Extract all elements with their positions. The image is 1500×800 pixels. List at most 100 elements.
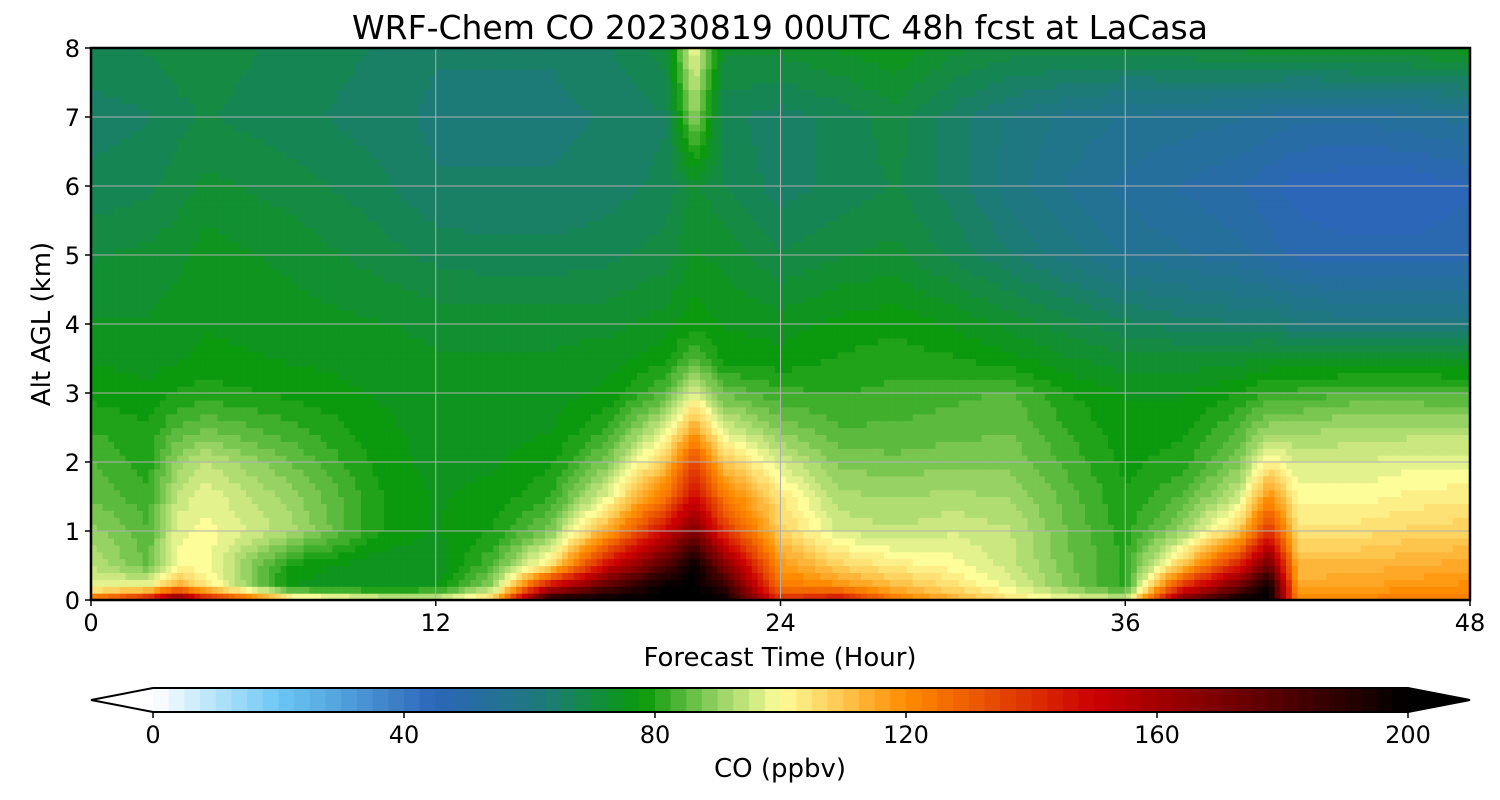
heatmap-cell [389,475,397,484]
heatmap-cell [970,551,977,560]
heatmap-cell [349,489,356,498]
heatmap-cell [452,565,460,573]
heatmap-cell [475,489,483,498]
heatmap-cell [608,565,615,573]
heatmap-cell [642,551,649,560]
heatmap-cell [878,531,885,539]
heatmap-cell [1378,489,1385,498]
heatmap-cell [642,558,649,567]
heatmap-cell [142,475,150,484]
heatmap-cell [832,482,839,491]
heatmap-cell [981,565,988,573]
heatmap-cell [849,537,856,546]
heatmap-cell [407,517,414,525]
heatmap-cell [269,544,276,553]
heatmap-cell [1372,537,1379,546]
heatmap-cell [579,517,586,525]
heatmap-cell [837,565,845,573]
heatmap-cell [1194,462,1201,470]
heatmap-cell [165,482,173,491]
heatmap-cell [292,496,299,504]
heatmap-cell [1355,489,1362,498]
heatmap-cell [1240,489,1247,498]
heatmap-cell [636,489,644,498]
heatmap-cell [372,551,379,560]
heatmap-cell [1136,531,1144,539]
heatmap-cell [1320,482,1327,491]
heatmap-cell [585,565,592,573]
heatmap-cell [1337,510,1345,518]
heatmap-cell [1153,531,1161,539]
heatmap-cell [521,544,529,553]
heatmap-cell [171,475,178,484]
heatmap-cell [1360,572,1368,580]
heatmap-cell [1395,510,1402,518]
heatmap-cell [682,468,690,477]
heatmap-cell [763,489,770,498]
heatmap-cell [843,510,851,518]
heatmap-cell [740,462,747,470]
heatmap-cell [993,531,1000,539]
heatmap-cell [1349,524,1356,532]
heatmap-cell [1102,579,1109,587]
heatmap-cell [412,558,420,567]
heatmap-cell [1314,565,1322,573]
heatmap-cell [906,468,914,477]
heatmap-cell [740,551,747,560]
heatmap-cell [872,510,879,518]
heatmap-cell [751,496,759,504]
heatmap-cell [119,551,127,560]
heatmap-cell [642,455,649,463]
heatmap-cell [1332,544,1339,553]
heatmap-cell [671,524,678,532]
heatmap-cell [906,455,914,463]
heatmap-cell [412,544,420,553]
heatmap-cell [929,537,937,546]
heatmap-cell [843,579,851,587]
heatmap-cell [470,510,477,518]
heatmap-cell [435,510,443,518]
heatmap-cell [791,544,799,553]
heatmap-cell [171,544,178,553]
heatmap-cell [315,510,322,518]
heatmap-cell [1418,565,1425,573]
heatmap-cell [1452,489,1460,498]
heatmap-cell [613,475,621,484]
heatmap-cell [303,517,310,525]
heatmap-cell [832,462,839,470]
heatmap-cell [1360,558,1368,567]
heatmap-cell [619,544,626,553]
heatmap-cell [1176,544,1184,553]
heatmap-cell [895,496,902,504]
heatmap-cell [694,510,701,518]
heatmap-cell [487,489,494,498]
heatmap-cell [430,503,437,511]
heatmap-cell [746,531,753,539]
heatmap-cell [1291,531,1299,539]
heatmap-cell [602,510,609,518]
heatmap-cell [1136,475,1144,484]
heatmap-cell [1205,517,1213,525]
heatmap-cell [602,572,609,580]
heatmap-cell [1366,544,1373,553]
heatmap-cell [1199,524,1207,532]
heatmap-cell [1090,544,1098,553]
heatmap-cell [246,462,253,470]
heatmap-cell [832,531,839,539]
heatmap-cell [349,565,356,573]
heatmap-cell [1378,468,1385,477]
heatmap-cell [424,517,431,525]
heatmap-cell [544,551,552,560]
heatmap-cell [1291,482,1299,491]
heatmap-cell [125,524,132,532]
heatmap-cell [1257,565,1264,573]
heatmap-cell [240,544,247,553]
heatmap-cell [837,531,845,539]
heatmap-cell [1194,482,1201,491]
heatmap-cell [251,482,259,491]
heatmap-cell [1360,537,1368,546]
heatmap-cell [527,468,535,477]
heatmap-cell [769,455,776,463]
heatmap-cell [935,558,942,567]
heatmap-cell [234,586,241,594]
